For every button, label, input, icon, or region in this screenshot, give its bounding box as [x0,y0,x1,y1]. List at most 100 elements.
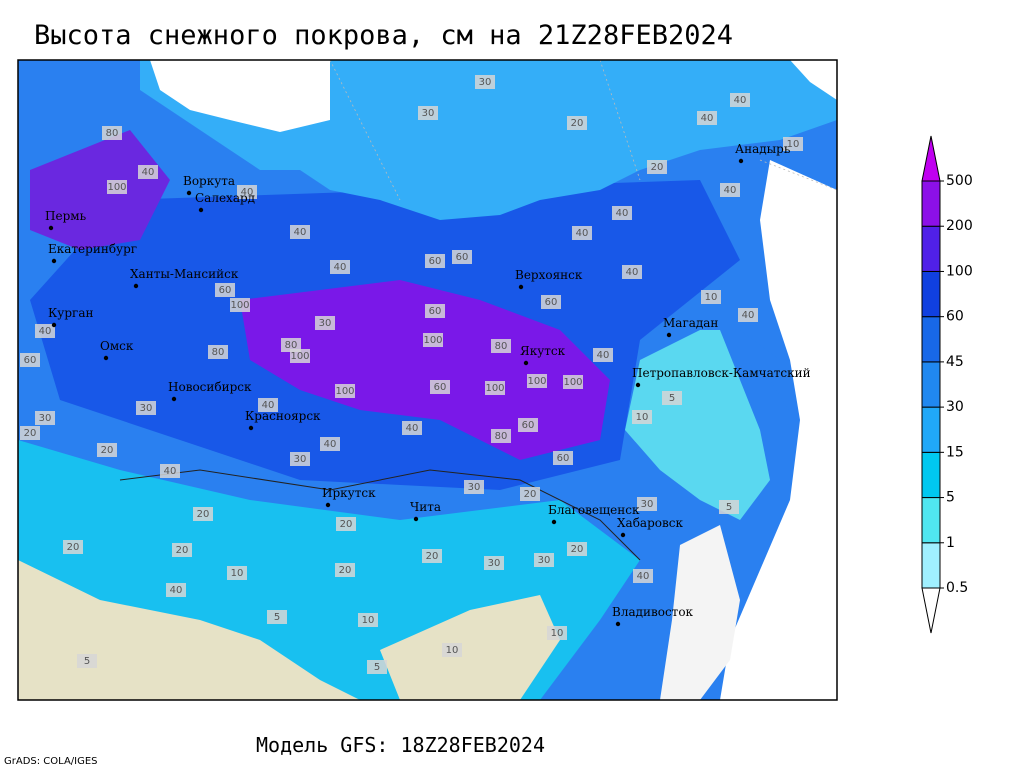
contour-label: 20 [339,565,352,576]
city-dot [518,284,524,290]
city-name: Пермь [45,209,87,223]
contour-label-box [290,349,310,363]
contour-label: 30 [641,499,654,510]
contour-label: 30 [319,318,332,329]
contour-label-box [442,643,462,657]
colorbar-label: 100 [946,263,973,279]
contour-label: 100 [107,182,126,193]
contour-label: 30 [488,558,501,569]
contour-label-box [738,308,758,322]
colorbar-label: 200 [946,218,973,234]
contour-label-box [612,206,632,220]
contour-label-box [358,613,378,627]
contour-label-box [138,165,158,179]
contour-label-box [425,254,445,268]
city-dot [103,355,109,361]
contour-label: 80 [285,340,298,351]
contour-label-box [475,75,495,89]
contour-label-box [425,304,445,318]
contour-label-box [35,411,55,425]
city-dot [615,621,621,627]
contour-label-box [166,583,186,597]
city-name: Верхоянск [515,268,583,282]
contour-label-box [719,500,739,514]
contour-label: 20 [197,509,210,520]
colorbar-band [921,225,941,272]
contour-label: 10 [231,568,244,579]
contour-label-box [367,660,387,674]
okhotsk-sea [625,330,770,520]
contour-label-box [172,543,192,557]
contour-label-box [662,391,682,405]
city-name: Екатеринбург [48,242,137,256]
contour-label: 40 [701,113,714,124]
contour-label-box [527,374,547,388]
contour-label: 10 [636,412,649,423]
city-name: Владивосток [612,605,694,619]
contour-label-box [452,250,472,264]
contour-label: 80 [212,347,225,358]
contour-label-box [237,185,257,199]
contour-label-box [20,426,40,440]
city-name: Омск [100,339,134,353]
contour-label: 100 [563,377,582,388]
contour-label: 40 [164,466,177,477]
contour-label: 30 [538,555,551,566]
contour-label: 40 [742,310,755,321]
city-dot [133,283,139,289]
contour-label: 100 [230,300,249,311]
contour-label: 40 [616,208,629,219]
contour-label: 100 [527,376,546,387]
contour-label-box [520,487,540,501]
contour-label-box [697,111,717,125]
contour-label-box [647,160,667,174]
contour-label-box [633,569,653,583]
contour-label: 20 [101,445,114,456]
credit: GrADS: COLA/IGES [4,756,98,767]
contour-label-box [77,654,97,668]
city-name: Чита [410,500,441,514]
contour-label: 40 [324,439,337,450]
city-dot [51,322,57,328]
city-dot [325,502,331,508]
contour-label: 30 [39,413,52,424]
sea-of-japan [660,525,740,700]
contour-label: 100 [485,383,504,394]
contour-label: 20 [524,489,537,500]
contour-label: 20 [426,551,439,562]
contour-label: 60 [522,420,535,431]
colorbar-label: 5 [946,490,955,506]
contour-label-box [720,183,740,197]
city-name: Благовещенск [548,503,640,517]
colorbar-label: 1 [946,535,955,551]
contour-label-box [422,549,442,563]
contour-label: 5 [726,502,732,513]
city-dot [551,519,557,525]
city-dot [51,258,57,264]
contour-label-box [567,542,587,556]
contour-label: 60 [557,453,570,464]
city-name: Ханты-Мансийск [130,267,239,281]
cities: Воркута Салехард Пермь Екатеринбург Ханты-Ма… [45,142,811,627]
contour-label: 5 [669,393,675,404]
contour-label-box [63,540,83,554]
contour-label: 40 [262,400,275,411]
contour-label-box [572,226,592,240]
contour-label-box [315,316,335,330]
contour-label: 40 [406,423,419,434]
pacific-ocean [720,160,837,700]
contour-label-box [35,324,55,338]
contour-label-box [632,410,652,424]
city-name: Курган [48,306,93,320]
contour-label: 5 [274,612,280,623]
graticule [329,60,837,201]
contour-label: 60 [24,355,37,366]
border [119,469,641,561]
contour-label: 100 [335,386,354,397]
colorbar-band [921,180,941,227]
colorbar-band [921,542,941,589]
contour-label-box [484,556,504,570]
contour-label-box [193,507,213,521]
